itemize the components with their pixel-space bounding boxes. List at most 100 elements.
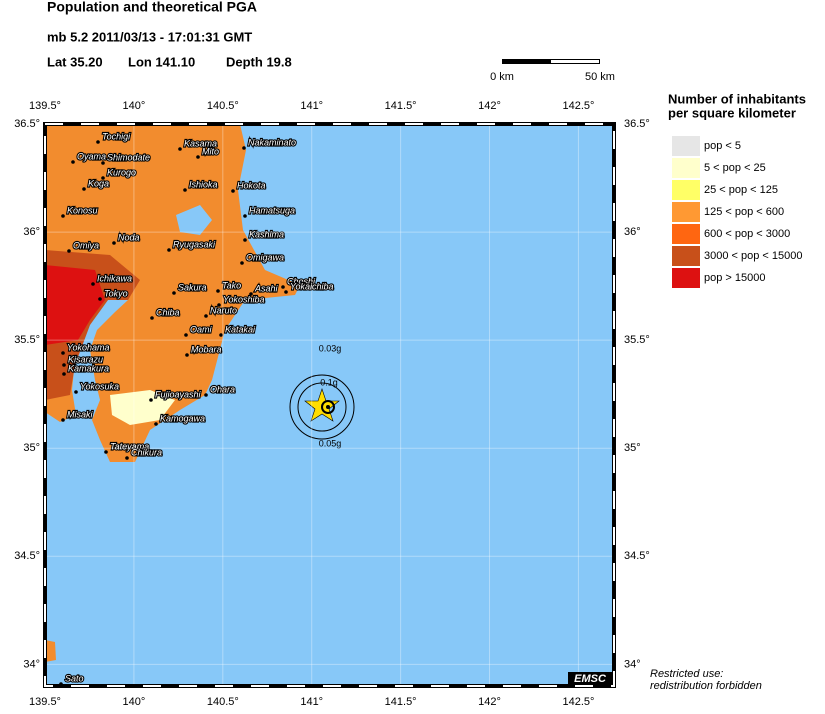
city-dot xyxy=(149,398,153,402)
city-dot xyxy=(243,238,247,242)
city-dot xyxy=(281,285,285,289)
city-dot xyxy=(104,450,108,454)
legend-label: 125 < pop < 600 xyxy=(704,206,784,218)
city-label: Oami xyxy=(190,324,213,334)
notice: redistribution forbidden xyxy=(650,680,762,692)
legend-label: 25 < pop < 125 xyxy=(704,184,778,196)
city-dot xyxy=(231,189,235,193)
city-label: Tochigi xyxy=(102,131,131,141)
lat-tick-label: 35° xyxy=(23,442,40,454)
lat-tick-label: 35.5° xyxy=(624,334,650,346)
legend-swatch xyxy=(672,246,700,266)
city-dot xyxy=(216,289,220,293)
lat-tick-label: 36° xyxy=(624,226,641,238)
city-label: Mito xyxy=(202,146,219,156)
city-label: Hokota xyxy=(237,180,266,190)
notice: Restricted use: xyxy=(650,668,723,680)
city-dot xyxy=(61,418,65,422)
lat-tick-label: 34.5° xyxy=(624,550,650,562)
scale-bar: 0 km 50 km xyxy=(490,59,615,83)
lon-tick-label: 140° xyxy=(123,696,146,708)
legend-title: Number of inhabitants xyxy=(668,91,806,106)
city-dot xyxy=(71,160,75,164)
lat-tick-label: 34° xyxy=(23,658,40,670)
city-label: Choshi xyxy=(287,276,316,286)
agency: EMSC xyxy=(574,673,607,685)
legend-label: 3000 < pop < 15000 xyxy=(704,250,802,262)
city-dot xyxy=(204,393,208,397)
legend-swatch xyxy=(672,224,700,244)
city-label: Ishioka xyxy=(189,179,218,189)
legend-label: pop < 5 xyxy=(704,140,741,152)
agency-box xyxy=(568,672,612,685)
city-label: Omiya xyxy=(73,240,99,250)
scale-end: 50 km xyxy=(585,71,615,83)
city-label: Fujioayashi xyxy=(155,389,202,399)
city-label: Ohara xyxy=(210,384,235,394)
lat-tick-label: 36° xyxy=(23,226,40,238)
city-label: Yokaichiba xyxy=(290,281,334,291)
city-label: Chiba xyxy=(156,307,180,317)
city-dot xyxy=(284,290,288,294)
city-dot xyxy=(62,363,66,367)
city-label: Ryugasaki xyxy=(173,239,216,249)
city-dot xyxy=(204,314,208,318)
city-label: Tokyo xyxy=(104,288,128,298)
city-label: Konosu xyxy=(67,205,98,215)
title: Population and theoretical PGA xyxy=(47,0,257,15)
legend-swatch xyxy=(672,158,700,178)
depth: Depth 19.8 xyxy=(226,54,292,69)
city-label: Sakura xyxy=(178,282,207,292)
city-dot xyxy=(242,146,246,150)
city-dot xyxy=(178,147,182,151)
city-dot xyxy=(196,155,200,159)
city-label: Hamatsuga xyxy=(249,205,295,215)
city-dot xyxy=(172,291,176,295)
city-dot xyxy=(150,316,154,320)
city-label: Sato xyxy=(65,673,84,683)
city-label: Chikura xyxy=(131,447,162,457)
city-label: Yokohama xyxy=(67,342,110,352)
lat-tick-label: 35.5° xyxy=(14,334,40,346)
city-label: Koga xyxy=(88,178,109,188)
lon-tick-label: 139.5° xyxy=(29,100,61,112)
city-dot xyxy=(96,140,100,144)
city-dot xyxy=(243,214,247,218)
city-label: Nakaminato xyxy=(248,137,296,147)
lat-tick-label: 35° xyxy=(624,442,641,454)
city-dot xyxy=(154,422,158,426)
city-label: Kisarazu xyxy=(68,354,103,364)
city-label: Kurogo xyxy=(107,167,136,177)
lon-tick-label: 142° xyxy=(478,696,501,708)
city-label: Misaki xyxy=(67,409,94,419)
city-dot xyxy=(167,248,171,252)
lon-tick-label: 140.5° xyxy=(207,696,239,708)
lon-tick-label: 140.5° xyxy=(207,100,239,112)
city-label: Mobara xyxy=(191,344,222,354)
grid xyxy=(44,123,614,686)
city-label: Katakai xyxy=(225,324,256,334)
lon-tick-label: 140° xyxy=(123,100,146,112)
city-dot xyxy=(183,188,187,192)
lat-tick-label: 34.5° xyxy=(14,550,40,562)
city-dot xyxy=(62,372,66,376)
city-dot xyxy=(184,333,188,337)
legend-swatch xyxy=(672,268,700,288)
city-dot xyxy=(98,297,102,301)
city-dot xyxy=(240,261,244,265)
lon-tick-label: 141.5° xyxy=(385,100,417,112)
lat-tick-label: 36.5° xyxy=(624,118,650,130)
frame-dash xyxy=(44,123,615,687)
city-dot xyxy=(249,292,253,296)
city-label: Kamakura xyxy=(68,363,109,373)
scale-start: 0 km xyxy=(490,71,514,83)
city-dot xyxy=(61,351,65,355)
city-label: Kasama xyxy=(184,138,217,148)
city-dot xyxy=(67,249,71,253)
legend-label: 5 < pop < 25 xyxy=(704,162,766,174)
city-dot xyxy=(112,241,116,245)
lon-tick-label: 141° xyxy=(300,100,323,112)
city-dot xyxy=(125,456,129,460)
